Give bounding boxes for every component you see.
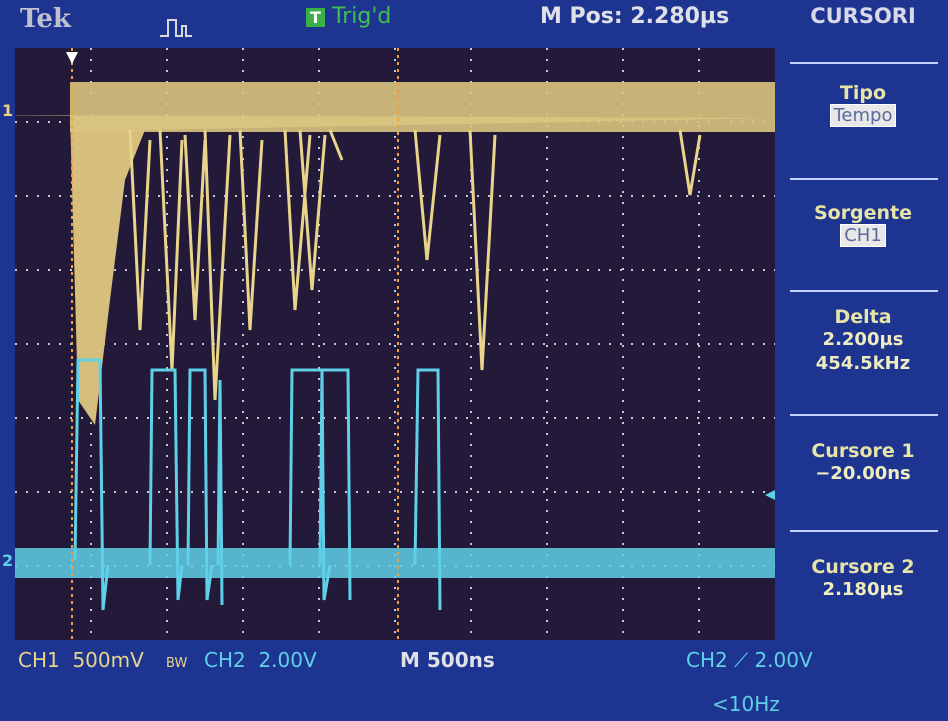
ch1-marker: 1 bbox=[2, 101, 13, 120]
menu-value: 2.180µs bbox=[786, 578, 940, 602]
menu-value: 454.5kHz bbox=[786, 352, 940, 376]
ch2-marker: 2 bbox=[2, 551, 13, 570]
trigger-status: Trig'd bbox=[332, 4, 391, 29]
bandwidth-limit: BW bbox=[166, 656, 187, 671]
menu-label: Delta bbox=[786, 306, 940, 328]
ch1-scale: CH1 500mV bbox=[18, 648, 144, 672]
separator bbox=[790, 530, 938, 532]
position: M Pos: 2.280µs bbox=[540, 4, 729, 29]
menu-value: 2.200µs bbox=[786, 328, 940, 352]
menu-value: CH1 bbox=[840, 224, 886, 247]
separator bbox=[790, 290, 938, 292]
menu-title: CURSORI bbox=[786, 4, 940, 28]
menu-item: Delta 2.200µs 454.5kHz bbox=[786, 306, 940, 376]
ch2-scale: CH2 2.00V bbox=[204, 648, 317, 672]
menu-label: Cursore 2 bbox=[786, 556, 940, 578]
menu-value: −20.00ns bbox=[786, 462, 940, 486]
trigger-icon: T bbox=[306, 8, 325, 27]
oscilloscope-screen: 1 2 Tek T Trig'd M Pos: 2.280µs CURSORI … bbox=[0, 0, 948, 721]
menu-value: Tempo bbox=[830, 104, 897, 127]
acquire-icon bbox=[160, 20, 192, 36]
separator bbox=[790, 414, 938, 416]
menu-label: Sorgente bbox=[786, 202, 940, 224]
frequency: <10Hz bbox=[712, 692, 780, 716]
brand: Tek bbox=[20, 4, 71, 34]
menu-label: Cursore 1 bbox=[786, 440, 940, 462]
menu-item: Cursore 2 2.180µs bbox=[786, 556, 940, 602]
trigger-setting: CH2 ⟋ 2.00V bbox=[686, 648, 813, 672]
menu-item[interactable]: Sorgente CH1 bbox=[786, 202, 940, 247]
separator bbox=[790, 178, 938, 180]
separator bbox=[790, 62, 938, 64]
menu-label: Tipo bbox=[786, 82, 940, 104]
timebase: M 500ns bbox=[400, 648, 495, 672]
menu-item[interactable]: Tipo Tempo bbox=[786, 82, 940, 127]
menu-item: Cursore 1 −20.00ns bbox=[786, 440, 940, 486]
